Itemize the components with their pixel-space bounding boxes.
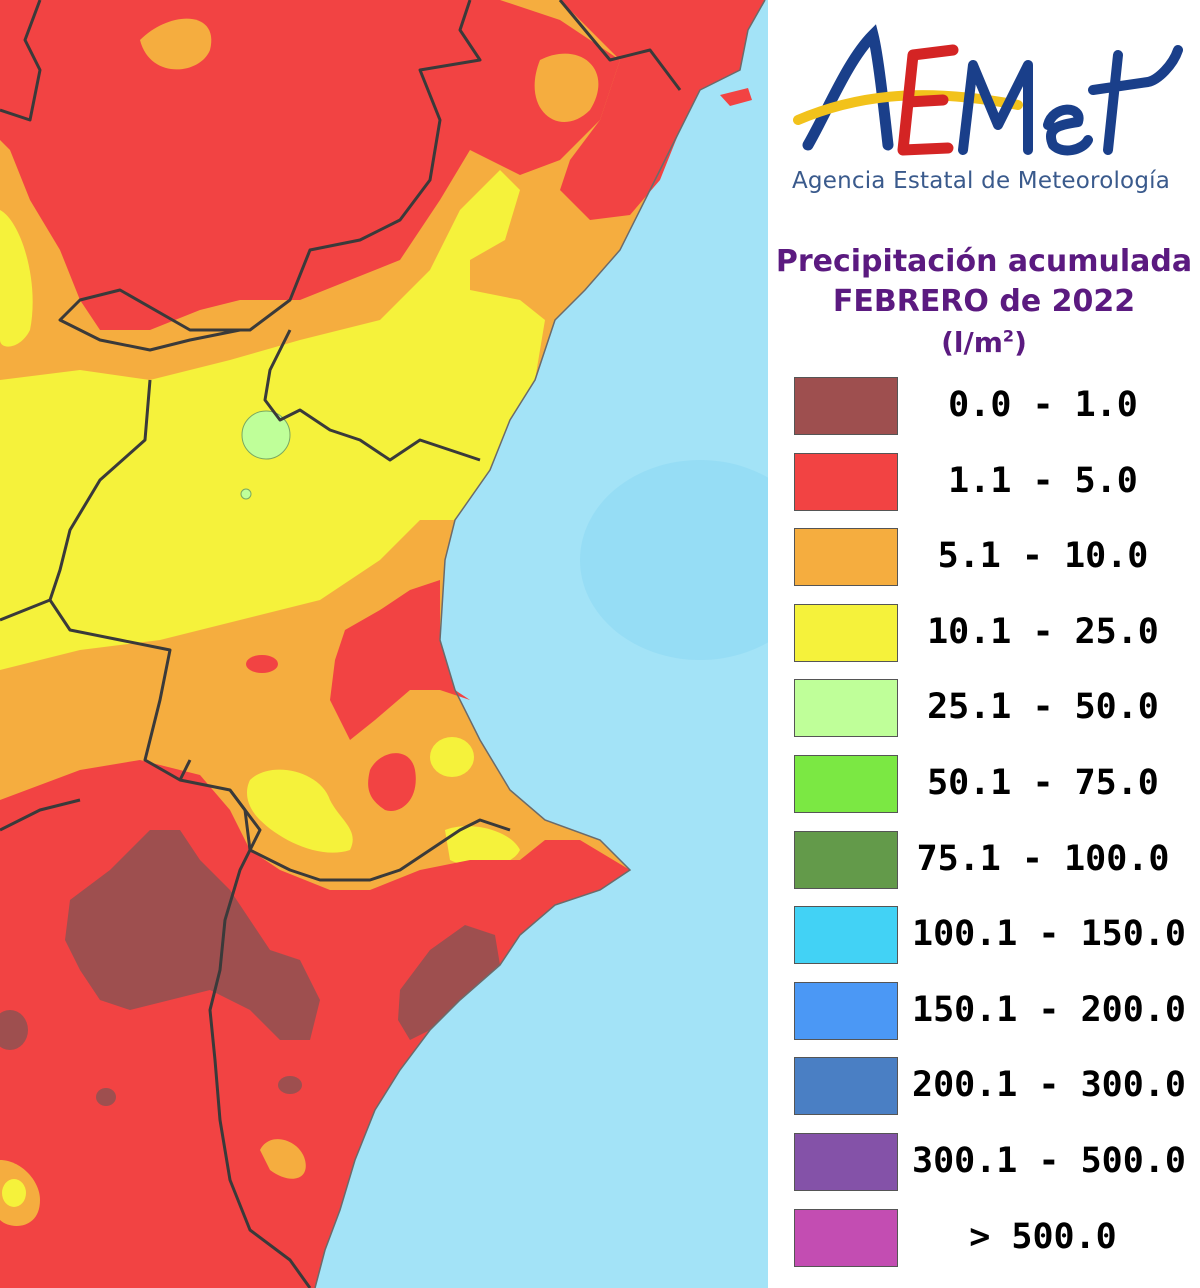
legend-item: 200.1 - 300.0 [792,1057,1192,1119]
patch-darkred-5 [96,1088,116,1106]
legend-swatch [794,377,898,435]
patch-darkred-3 [0,1010,28,1050]
patch-yellow-tiny [2,1179,26,1207]
legend-item: 10.1 - 25.0 [792,603,1192,666]
legend-swatch [794,906,898,965]
unit-text: (l/m [941,326,1003,359]
legend-label: 0.0 - 1.0 [948,385,1138,425]
legend-item: 25.1 - 50.0 [792,679,1192,741]
legend-label: 100.1 - 150.0 [912,914,1186,955]
sea-shade [580,460,768,660]
patch-red-inner [368,753,416,811]
map-title: Precipitación acumulada [775,244,1193,279]
patch-red-small [246,655,278,673]
logo-e-stroke [897,44,959,156]
patch-orange-south-1 [260,1139,306,1179]
legend-item: 300.1 - 500.0 [792,1133,1192,1195]
legend-label: 150.1 - 200.0 [912,989,1186,1030]
legend-label: 1.1 - 5.0 [948,460,1138,501]
region-red-north [0,0,620,330]
legend-label: 200.1 - 300.0 [912,1065,1186,1106]
logo-met-stroke [958,45,1183,156]
unit-superscript: 2 [1002,326,1015,346]
legend-swatch [794,528,898,587]
region-red-coast [330,580,470,740]
patch-yellow-south-3 [445,826,520,867]
legend-swatch [794,1133,898,1191]
patch-green-2 [240,488,252,500]
legend-label: 10.1 - 25.0 [927,611,1159,652]
island [720,88,752,106]
legend-item: 100.1 - 150.0 [792,906,1192,968]
coastline [314,0,766,1288]
legend-swatch [794,679,898,738]
legend-swatch [794,755,898,813]
patch-yellow-south-1 [247,769,353,853]
patch-orange-1 [140,18,212,70]
legend-label: 25.1 - 50.0 [927,687,1159,728]
logo-a-stroke [802,24,894,151]
patch-orange-2 [534,53,599,122]
legend-item: 50.1 - 75.0 [792,755,1192,817]
legend-swatch [794,603,898,662]
legend-item: 75.1 - 100.0 [792,830,1192,893]
legend-swatch [794,1208,898,1267]
legend-swatch [794,981,898,1040]
legend-swatch [794,830,898,889]
legend-item: 5.1 - 10.0 [792,528,1192,590]
legend-label: 50.1 - 75.0 [927,763,1159,803]
agency-name: Agencia Estatal de Meteorología [792,168,1171,194]
legend-label: 75.1 - 100.0 [916,838,1170,879]
region-darkred-2 [398,925,500,1040]
patch-green-1 [241,410,291,460]
legend-item: 150.1 - 200.0 [792,981,1192,1044]
region-darkred-1 [65,830,320,1040]
legend-swatch [794,452,898,511]
aemet-logo [793,24,1183,156]
legend-label: 300.1 - 500.0 [912,1141,1186,1181]
patch-darkred-4 [278,1076,302,1094]
patch-yellow-west [0,210,33,347]
legend-item: 1.1 - 5.0 [792,452,1192,515]
legend-item: > 500.0 [792,1208,1192,1271]
province-borders [0,0,682,1288]
map-unit: (l/m2) [768,326,1200,359]
legend-swatch [794,1057,898,1116]
precipitation-map [0,0,768,1288]
legend-label: > 500.0 [969,1216,1117,1257]
unit-close: ) [1014,326,1027,359]
legend-label: 5.1 - 10.0 [937,536,1149,577]
legend-panel: Agencia Estatal de Meteorología Precipit… [768,0,1200,1288]
region-red-northeast [560,0,765,220]
legend-item: 0.0 - 1.0 [792,377,1192,439]
patch-yellow-south-2 [430,737,474,777]
map-subtitle: FEBRERO de 2022 [832,284,1136,319]
